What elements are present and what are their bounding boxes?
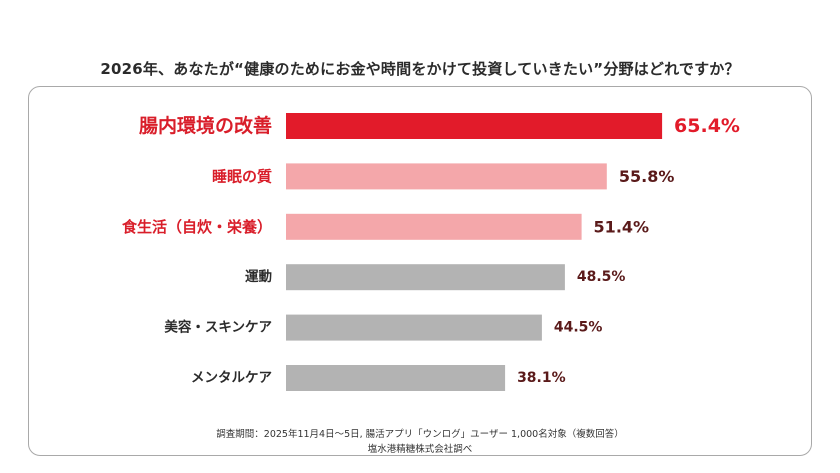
value-label-4: 48.5% — [577, 269, 626, 285]
survey-note: 調査期間：2025年11月4日〜5日, 腸活アプリ「ウンログ」ユーザー 1,00… — [216, 429, 624, 440]
chart-title: 2026年、あなたが“健康のためにお金や時間をかけて投資していきたい”分野はどれ… — [100, 60, 740, 78]
category-label-3: 食生活（自炊・栄養） — [122, 218, 272, 236]
bar-6 — [286, 365, 506, 391]
category-label-6: メンタルケア — [191, 370, 272, 386]
value-label-2: 55.8% — [619, 167, 675, 186]
bar-2 — [286, 163, 607, 190]
value-label-6: 38.1% — [517, 370, 566, 386]
chart-frame — [28, 86, 812, 456]
category-label-2: 睡眠の質 — [212, 167, 272, 185]
category-label-5: 美容・スキンケア — [164, 319, 272, 336]
category-label-4: 運動 — [245, 268, 272, 285]
survey-source: 塩水港精糖株式会社調べ — [367, 444, 473, 455]
value-label-1: 65.4% — [674, 115, 740, 137]
category-label-1: 腸内環境の改善 — [139, 114, 272, 137]
bar-1 — [286, 113, 663, 139]
bar-5 — [286, 314, 542, 341]
bar-3 — [286, 213, 582, 240]
value-label-3: 51.4% — [594, 217, 650, 236]
value-label-5: 44.5% — [554, 320, 603, 336]
bar-4 — [286, 264, 565, 291]
